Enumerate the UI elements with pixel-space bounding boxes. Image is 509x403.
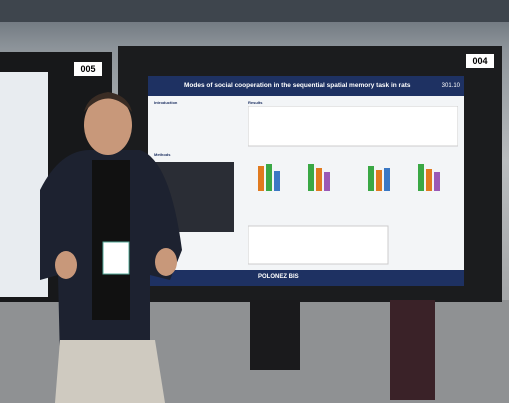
panel — [248, 106, 458, 147]
bars — [258, 164, 440, 191]
poster: Modes of social cooperation in the seque… — [148, 76, 464, 286]
trousers — [55, 340, 165, 403]
section: Introduction — [154, 100, 178, 105]
hair — [84, 92, 132, 112]
poster-title: Modes of social cooperation in the seque… — [148, 76, 464, 96]
poster-footer: POLONEZ BIS — [148, 270, 464, 286]
badge — [102, 241, 130, 275]
thumbs-up — [155, 248, 177, 276]
visitor-legs — [390, 300, 435, 400]
face — [84, 95, 132, 155]
center-board: 004 Modes of social cooperation in the s… — [118, 46, 502, 302]
section: Methods — [154, 152, 171, 157]
visitor-legs — [250, 300, 300, 370]
thumbs-up — [55, 251, 77, 279]
board-number: 004 — [466, 54, 494, 68]
footer-logo: POLONEZ BIS — [258, 274, 299, 280]
board-number: 005 — [74, 62, 102, 76]
section: Results — [248, 100, 263, 105]
shirt — [92, 160, 130, 320]
panel — [248, 225, 389, 265]
poster-figures — [248, 106, 458, 265]
poster-number: 301.10 — [441, 83, 460, 89]
ceiling — [0, 0, 509, 22]
